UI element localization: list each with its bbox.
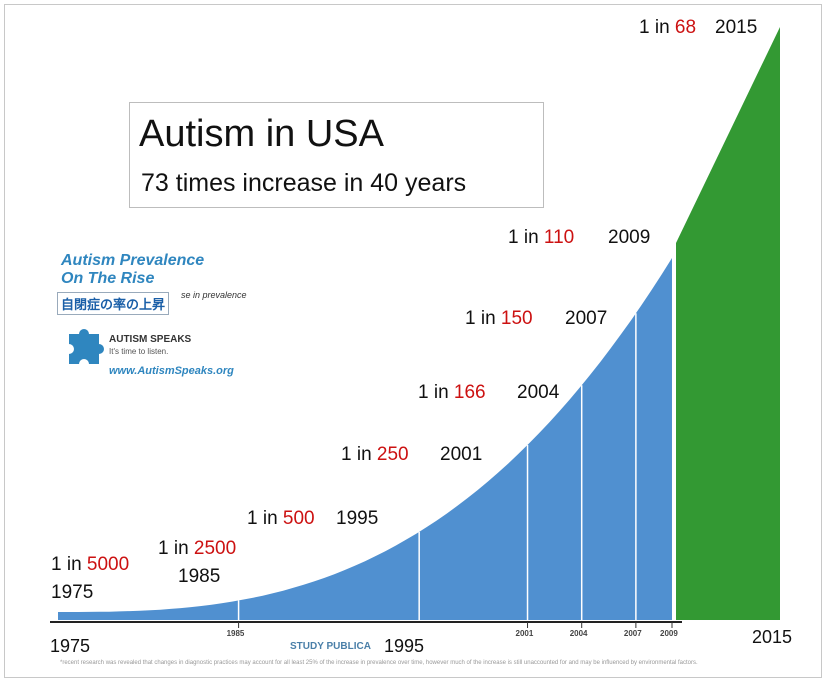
x-axis-tick-label: 1985 [227,629,245,638]
ratio-label: 1 in 110 [508,227,574,248]
ratio-value: 500 [283,508,315,529]
logo-tagline: It's time to listen. [109,347,169,356]
x-axis-tick-label: 2001 [516,629,534,638]
ratio-label: 1 in 5000 [51,554,129,575]
year-label: 2009 [608,227,650,248]
title-box: Autism in USA 73 times increase in 40 ye… [129,102,544,208]
logo-title-line1: Autism Prevalence [61,252,205,269]
autism-speaks-logo: Autism Prevalence On The Rise 自閉症の率の上昇 s… [55,252,285,382]
year-label: 1975 [51,582,93,603]
chart-subtitle: 73 times increase in 40 years [141,169,467,197]
logo-url: www.AutismSpeaks.org [109,365,234,377]
year-label: 2001 [440,444,482,465]
ratio-value: 5000 [87,554,129,575]
chart-title: Autism in USA [139,113,384,155]
logo-brand: AUTISM SPEAKS [109,334,192,345]
green-area-series [676,27,780,620]
ratio-value: 110 [544,227,574,248]
ratio-label: 1 in 250 [341,444,409,465]
x-axis-tick-label: 2007 [624,629,642,638]
ratio-value: 250 [377,444,409,465]
year-label: 2015 [715,17,757,38]
year-label: 2007 [565,308,607,329]
ratio-value: 150 [501,308,533,329]
blue-area-series [58,258,672,620]
year-label: 1995 [336,508,378,529]
x-axis-year-label: 1975 [50,636,90,656]
year-label: 1985 [178,566,220,587]
ratio-label: 1 in 166 [418,382,486,403]
ratio-prefix: 1 in [465,308,501,329]
ratio-prefix: 1 in [639,17,675,38]
logo-subline: se in prevalence [181,290,247,300]
ratio-value: 68 [675,17,696,38]
logo-japanese-caption: 自閉症の率の上昇 [57,292,170,315]
ratio-prefix: 1 in [341,444,377,465]
x-axis-year-label: 2015 [752,627,792,647]
x-axis-tick-label: 2009 [660,629,678,638]
ratio-value: 2500 [194,538,236,559]
ratio-prefix: 1 in [247,508,283,529]
year-label: 2004 [517,382,560,403]
chart-frame [4,4,822,678]
ratio-label: 1 in 68 [639,17,696,38]
x-axis-year-label: 1995 [384,636,424,656]
ratio-prefix: 1 in [158,538,194,559]
ratio-prefix: 1 in [418,382,454,403]
ratio-prefix: 1 in [508,227,544,248]
footnote: *recent research was revealed that chang… [60,660,698,666]
ratio-value: 166 [454,382,486,403]
ratio-prefix: 1 in [51,554,87,575]
ratio-label: 1 in 2500 [158,538,236,559]
x-axis-tick-label: 2004 [570,629,588,638]
ratio-label: 1 in 150 [465,308,533,329]
ratio-label: 1 in 500 [247,508,315,529]
x-axis-caption: STUDY PUBLICA [290,641,371,652]
logo-title-line2: On The Rise [61,270,155,287]
puzzle-piece-icon [69,329,104,364]
